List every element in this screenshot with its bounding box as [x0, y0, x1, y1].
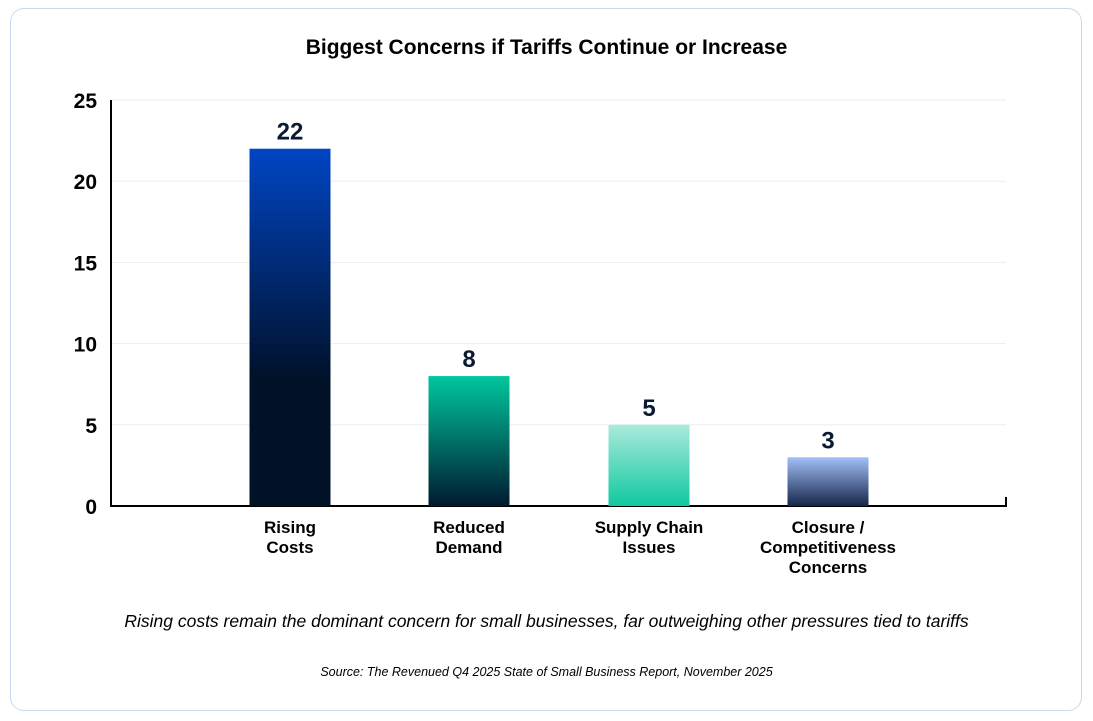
chart-source: Source: The Revenued Q4 2025 State of Sm…: [320, 665, 773, 679]
y-tick-label: 15: [74, 252, 98, 275]
data-label: 22: [277, 119, 304, 146]
x-tick-label: Reduced: [433, 518, 505, 537]
y-tick-label: 10: [74, 334, 97, 357]
y-tick-label: 5: [85, 415, 97, 438]
bar: [428, 376, 510, 506]
x-tick-label: Concerns: [789, 558, 867, 577]
x-tick-label: Closure /: [792, 518, 865, 537]
data-label: 3: [821, 427, 834, 454]
x-tick-label: Demand: [435, 538, 502, 557]
x-tick-label: Rising: [264, 518, 316, 537]
chart-caption: Rising costs remain the dominant concern…: [124, 611, 969, 631]
y-tick-label: 25: [74, 90, 98, 113]
x-tick-label: Supply Chain: [595, 518, 704, 537]
y-tick-label: 20: [74, 171, 97, 194]
x-tick-label: Competitiveness: [760, 538, 896, 557]
bar: [787, 457, 869, 506]
bar: [249, 148, 331, 506]
y-tick-label: 0: [85, 496, 97, 519]
data-label: 5: [642, 395, 655, 422]
bar: [608, 424, 690, 506]
data-label: 8: [462, 346, 475, 373]
chart-card: [10, 8, 1082, 711]
x-tick-label: Issues: [623, 538, 676, 557]
x-tick-label: Costs: [266, 538, 313, 557]
chart-title: Biggest Concerns if Tariffs Continue or …: [305, 36, 788, 59]
